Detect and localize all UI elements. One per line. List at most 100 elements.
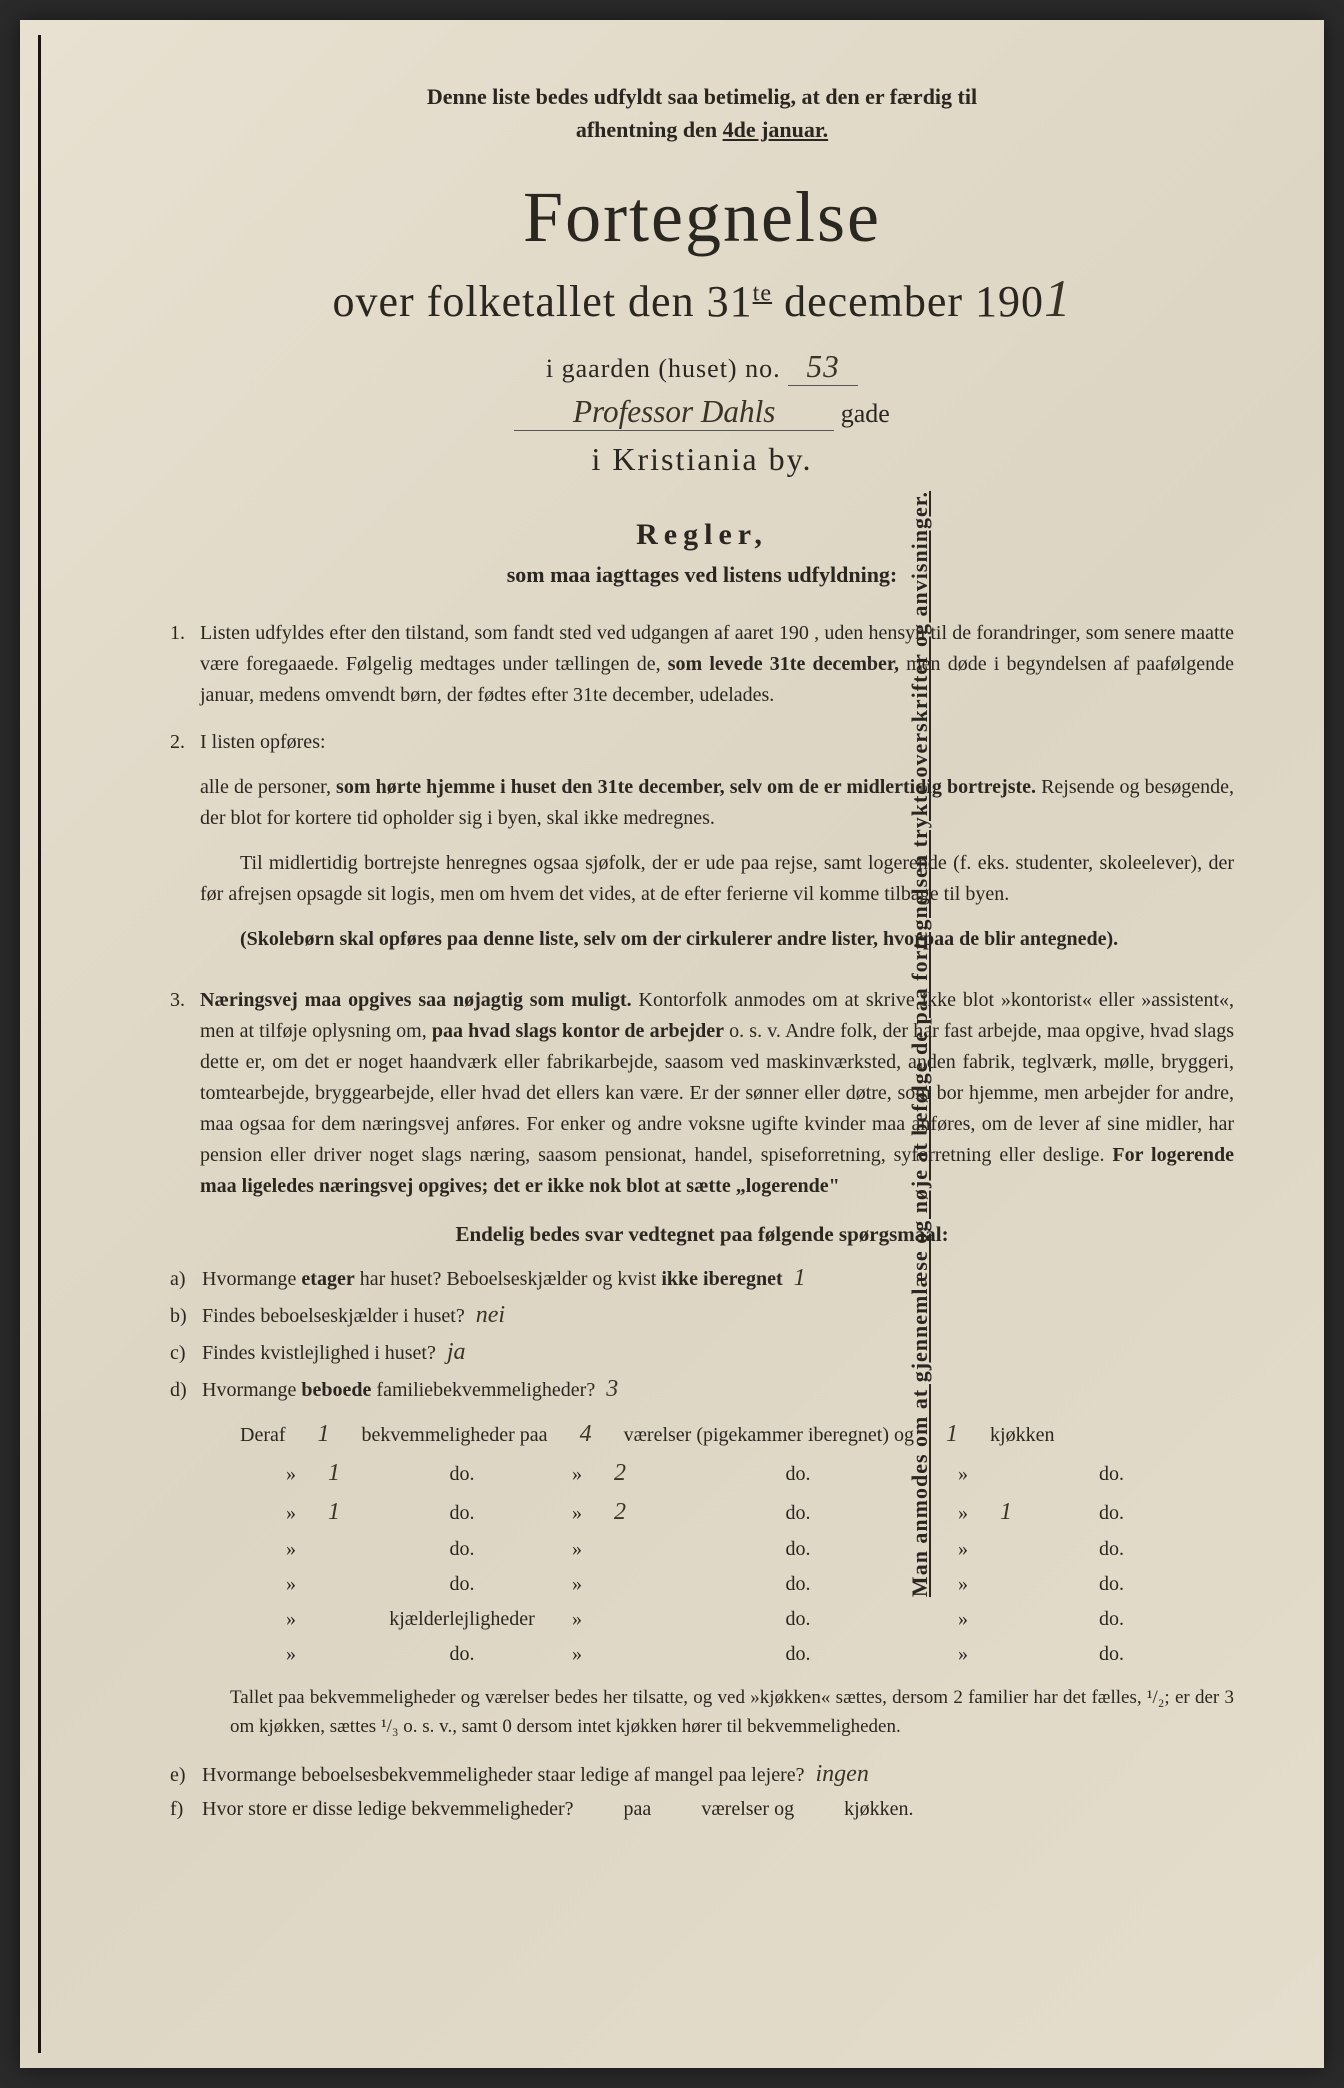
rule-2-body: I listen opføres: alle de personer, som … [200, 727, 1234, 969]
row-c1: 1 [306, 1499, 362, 1526]
row-l2: do. [658, 1608, 938, 1631]
quote-mark: » [958, 1608, 968, 1631]
subtitle: over folketallet den 31te december 1901 [170, 269, 1234, 329]
rule-2c: Til midlertidig bortrejste henregnes ogs… [200, 848, 1234, 910]
rules-body: 1. Listen udfyldes efter den tilstand, s… [170, 618, 1234, 1202]
rule-2-num: 2. [170, 727, 200, 969]
questions-title: Endelig bedes svar vedtegnet paa følgend… [170, 1222, 1234, 1247]
document-page: Man anmodes om at gjennemlæse og nøje at… [20, 20, 1324, 2068]
city-line: i Kristiania by. [170, 441, 1234, 478]
q-f-text: Hvor store er disse ledige bekvemmelighe… [202, 1798, 574, 1820]
subtitle-year-hw: 1 [1044, 270, 1071, 328]
row-l3: do. [1044, 1573, 1124, 1596]
quote-mark: » [958, 1643, 968, 1666]
row-l2: do. [658, 1573, 938, 1596]
quote-mark: » [572, 1538, 582, 1561]
table-row: » 1 do. » 2 do. » 1 do. [230, 1499, 1234, 1526]
q-c-label: c) [170, 1342, 202, 1365]
table-row: » do. » do. » do. [230, 1573, 1234, 1596]
q-f-paa: paa [624, 1798, 652, 1820]
rule-2d: (Skolebørn skal opføres paa denne liste,… [200, 924, 1234, 955]
q-d-answer: 3 [606, 1376, 656, 1403]
gade-label: gade [841, 399, 890, 428]
th-c2: 4 [558, 1421, 614, 1448]
row-l3: do. [1044, 1463, 1124, 1486]
q-f-kjok: kjøkken. [844, 1798, 913, 1820]
quote-mark: » [572, 1608, 582, 1631]
top-note-line1: Denne liste bedes udfyldt saa betimelig,… [427, 84, 977, 109]
q-a-text: Hvormange etager har huset? Beboelseskjæ… [202, 1268, 783, 1290]
row-l3: do. [1044, 1502, 1124, 1525]
quote-mark: » [240, 1573, 296, 1596]
row-l1: kjælderlejligheder [372, 1608, 552, 1631]
question-e: e) Hvormange beboelsesbekvemmeligheder s… [170, 1761, 1234, 1788]
q-e-answer: ingen [816, 1761, 869, 1788]
q-a-label: a) [170, 1268, 202, 1291]
table-row: » do. » do. » do. [230, 1643, 1234, 1666]
subtitle-sup: te [753, 279, 772, 306]
quote-mark: » [958, 1573, 968, 1596]
dwellings-table: Deraf 1 bekvemmeligheder paa 4 værelser … [230, 1421, 1234, 1666]
row-c3: 1 [978, 1499, 1034, 1526]
q-f-vaer: værelser og [701, 1798, 794, 1820]
rule-2a: I listen opføres: [200, 727, 1234, 758]
table-row: »kjælderlejligheder»do.»do. [230, 1608, 1234, 1631]
rules-heading: Regler, [170, 518, 1234, 552]
quote-mark: » [958, 1502, 968, 1525]
row-l2: do. [658, 1463, 938, 1486]
house-number-line: i gaarden (huset) no. 53 [170, 349, 1234, 386]
q-a-answer: 1 [794, 1265, 844, 1292]
rule-3-num: 3. [170, 985, 200, 1202]
q-b-text: Findes beboelseskjælder i huset? [202, 1305, 465, 1327]
row-l2: do. [658, 1643, 938, 1666]
row-l1: do. [372, 1463, 552, 1486]
rule-1-num: 1. [170, 618, 200, 711]
row-l1: do. [372, 1502, 552, 1525]
quote-mark: » [240, 1502, 296, 1525]
house-number: 53 [788, 349, 858, 386]
main-title: Fortegnelse [170, 176, 1234, 259]
th-bekv: bekvemmeligheder paa [362, 1424, 548, 1447]
row-c1: 1 [306, 1460, 362, 1487]
row-c2: 2 [592, 1499, 648, 1526]
top-note-date: 4de januar. [723, 117, 829, 142]
quote-mark: » [958, 1538, 968, 1561]
quote-mark: » [572, 1643, 582, 1666]
quote-mark: » [572, 1502, 582, 1525]
th-vaer: værelser (pigekammer iberegnet) og [624, 1424, 914, 1447]
top-note-line2: afhentning den [576, 117, 717, 142]
row-l2: do. [658, 1538, 938, 1561]
street-name: Professor Dahls [514, 394, 834, 431]
rules-subheading: som maa iagttages ved listens udfyldning… [170, 562, 1234, 588]
subtitle-pre: over folketallet den 31 [333, 277, 753, 326]
quote-mark: » [240, 1538, 296, 1561]
th-c1: 1 [296, 1421, 352, 1448]
q-b-answer: nei [476, 1302, 526, 1329]
top-note: Denne liste bedes udfyldt saa betimelig,… [170, 80, 1234, 146]
row-l1: do. [372, 1643, 552, 1666]
quote-mark: » [958, 1463, 968, 1486]
question-a: a) Hvormange etager har huset? Beboelses… [170, 1265, 1234, 1292]
q-d-label: d) [170, 1379, 202, 1402]
rule-1-body: Listen udfyldes efter den tilstand, som … [200, 618, 1234, 711]
row-l1: do. [372, 1538, 552, 1561]
quote-mark: » [572, 1573, 582, 1596]
row-c2: 2 [592, 1460, 648, 1487]
table-row: »1do.»2do.»do. [230, 1460, 1234, 1487]
question-f: f) Hvor store er disse ledige bekvemmeli… [170, 1798, 1234, 1821]
row-l3: do. [1044, 1608, 1124, 1631]
q-f-label: f) [170, 1798, 202, 1821]
row-l3: do. [1044, 1643, 1124, 1666]
table-row: » do. » do. » do. [230, 1538, 1234, 1561]
row-l1: do. [372, 1573, 552, 1596]
gaarden-label: i gaarden (huset) no. [546, 354, 781, 383]
content-area: Denne liste bedes udfyldt saa betimelig,… [170, 80, 1234, 1821]
quote-mark: » [240, 1643, 296, 1666]
question-c: c) Findes kvistlejlighed i huset? ja [170, 1339, 1234, 1366]
row-l3: do. [1044, 1538, 1124, 1561]
row-l2: do. [658, 1502, 938, 1525]
q-e-text: Hvormange beboelsesbekvemmeligheder staa… [202, 1764, 805, 1786]
q-c-answer: ja [447, 1339, 497, 1366]
q-b-label: b) [170, 1305, 202, 1328]
rule-2b: alle de personer, som hørte hjemme i hus… [200, 772, 1234, 834]
